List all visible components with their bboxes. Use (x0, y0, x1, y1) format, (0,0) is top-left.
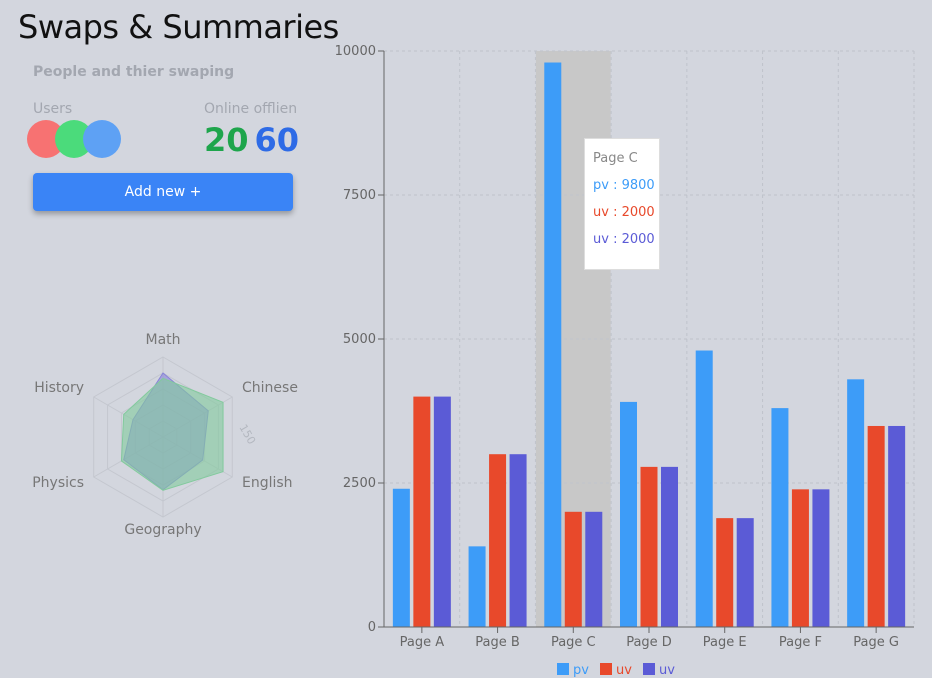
radar-tick-label: 150 (236, 422, 258, 447)
y-tick-label: 10000 (335, 44, 376, 59)
legend-swatch[interactable] (600, 663, 612, 675)
online-offline-label: Online offlien (204, 101, 298, 117)
bar[interactable] (433, 396, 451, 627)
bar[interactable] (564, 511, 582, 627)
x-tick-label: Page B (475, 635, 520, 650)
y-tick-label: 7500 (343, 188, 376, 203)
tooltip-row: pv : 9800 (593, 178, 655, 193)
add-new-button[interactable]: Add new + (33, 173, 293, 211)
x-tick-label: Page F (779, 635, 822, 650)
bar[interactable] (695, 350, 713, 627)
legend-swatch[interactable] (557, 663, 569, 675)
bar[interactable] (812, 489, 830, 627)
bar[interactable] (468, 546, 486, 627)
y-tick-label: 5000 (343, 332, 376, 347)
bar[interactable] (640, 466, 658, 627)
x-tick-label: Page C (551, 635, 596, 650)
radar-axis-label: History (34, 380, 84, 396)
radar-axis-label: Physics (32, 475, 84, 491)
page-title: Swaps & Summaries (18, 8, 339, 46)
x-tick-label: Page D (626, 635, 672, 650)
panel-subtitle: People and thier swaping (33, 64, 235, 80)
radar-series-area (120, 377, 224, 491)
bar[interactable] (544, 62, 562, 627)
x-tick-label: Page G (853, 635, 899, 650)
users-label: Users (33, 101, 73, 117)
bar[interactable] (661, 466, 678, 627)
radar-axis-label: Geography (124, 522, 201, 538)
bar[interactable] (413, 396, 431, 627)
bar[interactable] (867, 425, 885, 627)
x-tick-label: Page E (703, 635, 747, 650)
bar[interactable] (509, 454, 527, 627)
y-tick-label: 0 (368, 620, 376, 635)
bar[interactable] (771, 408, 789, 627)
offline-count: 60 (254, 121, 300, 159)
y-tick-label: 2500 (343, 476, 376, 491)
bar[interactable] (392, 488, 410, 627)
legend-label[interactable]: uv (659, 663, 675, 678)
bar[interactable] (736, 518, 754, 627)
bar[interactable] (847, 379, 865, 627)
bar[interactable] (888, 425, 906, 627)
legend-swatch[interactable] (643, 663, 655, 675)
bar[interactable] (489, 454, 507, 627)
radar-axis-label: Math (145, 332, 180, 348)
radar-axis-label: English (242, 475, 293, 491)
radar-axis-label: Chinese (242, 380, 298, 396)
legend-label[interactable]: uv (616, 663, 632, 678)
online-count: 20 (204, 121, 249, 159)
avatar[interactable] (83, 120, 121, 158)
online-offline-counts: 20 60 (204, 121, 305, 159)
radar-chart: 150 Math Chinese English Geography Physics His… (32, 332, 298, 538)
bar[interactable] (716, 518, 734, 627)
bar[interactable] (585, 511, 603, 627)
bar[interactable] (791, 489, 809, 627)
bar[interactable] (620, 401, 637, 627)
chart-tooltip: Page C pv : 9800 uv : 2000 uv : 2000 (584, 138, 660, 270)
tooltip-row: uv : 2000 (593, 205, 655, 220)
legend-label[interactable]: pv (573, 663, 589, 678)
x-tick-label: Page A (400, 635, 445, 650)
tooltip-title: Page C (593, 151, 638, 166)
tooltip-row: uv : 2000 (593, 232, 655, 247)
